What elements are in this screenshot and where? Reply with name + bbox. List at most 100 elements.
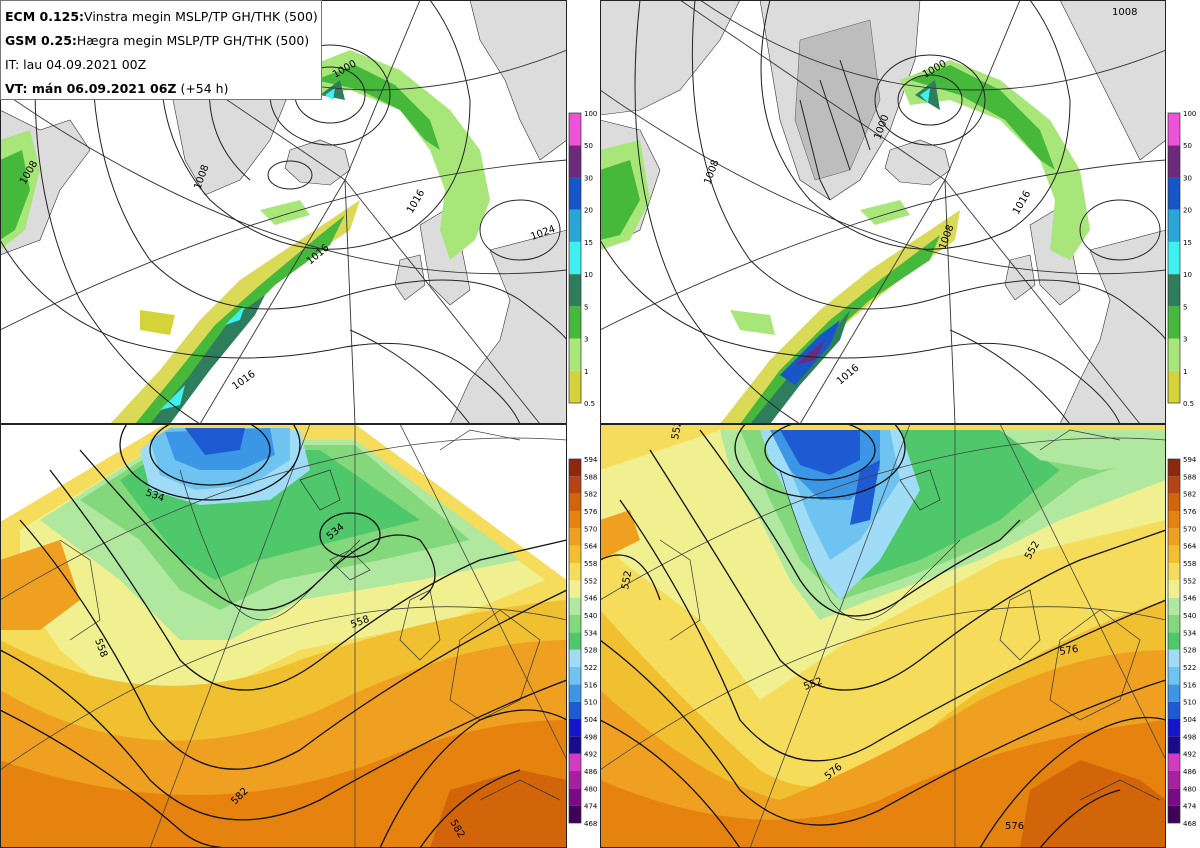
precip-colorbar-left: 0.5 1 3 5 10 15 20 30 50 100	[568, 110, 597, 408]
thickness-colorbar-swatch	[1168, 493, 1180, 511]
ecm-model-label: ECM 0.125:	[5, 9, 85, 24]
precip-colorbar-swatch	[569, 274, 581, 307]
thickness-colorbar-tick-label: 528	[1183, 647, 1196, 655]
thickness-colorbar-tick-label: 552	[1183, 577, 1196, 585]
precip-colorbar-swatch	[1168, 177, 1180, 210]
valid-time: VT: mán 06.09.2021 06Z	[5, 81, 177, 96]
thickness-colorbar-tick-label: 498	[584, 733, 597, 741]
thickness-colorbar-tick-label: 522	[584, 664, 597, 672]
thickness-colorbar-swatch	[569, 615, 581, 633]
precip-colorbar-tick-label: 30	[1183, 174, 1192, 182]
precip-colorbar-tick-label: 1	[584, 368, 588, 376]
thickness-colorbar-tick-label: 558	[1183, 560, 1196, 568]
thickness-colorbar-swatch	[569, 701, 581, 719]
thickness-colorbar-tick-label: 582	[1183, 491, 1196, 499]
thickness-colorbar-tick-label: 540	[584, 612, 597, 620]
info-line-gsm: GSM 0.25:Hægra megin MSLP/TP GH/THK (500…	[5, 29, 317, 53]
precip-colorbar-tick-label: 0.5	[584, 400, 595, 408]
precip-colorbar-tick-label: 1	[1183, 368, 1187, 376]
thickness-colorbar-swatch	[1168, 476, 1180, 494]
precip-colorbar-swatch	[1168, 145, 1180, 178]
precip-colorbar-tick-label: 5	[1183, 303, 1187, 311]
thickness-colorbar-swatch	[569, 597, 581, 615]
precip-colorbar-tick-label: 30	[584, 174, 593, 182]
thickness-colorbar-tick-label: 474	[1183, 803, 1197, 811]
ecm-description: Vinstra megin MSLP/TP GH/THK (500)	[84, 9, 318, 24]
precip-colorbar-swatch	[569, 209, 581, 242]
thickness-colorbar-tick-label: 516	[584, 681, 598, 689]
height-contours	[0, 424, 567, 848]
precip-colorbar-tick-label: 20	[1183, 207, 1192, 215]
thickness-colorbar-swatch	[569, 667, 581, 685]
thickness-colorbar-swatch	[569, 511, 581, 529]
init-time: IT: lau 04.09.2021 00Z	[5, 57, 147, 72]
thickness-colorbar-swatch	[1168, 580, 1180, 598]
panel-ecm-thickness: 534 534 558 558 582 582	[0, 424, 567, 848]
thickness-colorbar-swatch	[569, 771, 581, 789]
thickness-colorbar-frame	[1167, 458, 1181, 824]
thickness-colorbar-tick-label: 546	[1183, 595, 1197, 603]
thickness-colorbar-tick-label: 540	[1183, 612, 1196, 620]
thickness-colorbar-swatch	[569, 719, 581, 737]
precip-colorbar-swatch	[569, 338, 581, 371]
precip-colorbar-swatch	[569, 145, 581, 178]
thickness-colorbar-tick-label: 564	[584, 543, 598, 551]
thickness-colorbar-tick-label: 468	[584, 820, 597, 828]
thickness-colorbar-tick-label: 504	[584, 716, 598, 724]
thickness-colorbar-swatch	[1168, 684, 1180, 702]
precip-colorbar-swatch	[1168, 306, 1180, 339]
thickness-colorbar-swatch	[569, 580, 581, 598]
land-scandinavia	[1059, 0, 1166, 161]
thickness-colorbar-tick-label: 510	[584, 699, 597, 707]
thickness-colorbar-swatch	[1168, 771, 1180, 789]
precip-colorbar-swatch	[1168, 274, 1180, 307]
thickness-colorbar-tick-label: 492	[584, 751, 597, 759]
thickness-colorbar-swatch	[1168, 597, 1180, 615]
thickness-colorbar-swatch	[1168, 649, 1180, 667]
precip-colorbar-tick-label: 20	[584, 207, 593, 215]
contour-label: 576	[1005, 821, 1024, 832]
outside-domain	[0, 424, 165, 522]
thickness-colorbar-tick-label: 588	[584, 473, 597, 481]
thickness-colorbar-swatch	[569, 684, 581, 702]
thickness-colorbar-swatch	[569, 632, 581, 650]
thickness-colorbar-tick-label: 486	[584, 768, 598, 776]
land-europe	[449, 229, 567, 424]
thickness-colorbar-tick-label: 594	[1183, 456, 1197, 464]
info-line-init: IT: lau 04.09.2021 00Z	[5, 53, 317, 77]
thickness-colorbar-tick-label: 516	[1183, 681, 1197, 689]
thickness-colorbar-swatch	[569, 649, 581, 667]
precip-colorbar-tick-label: 15	[1183, 239, 1192, 247]
thickness-colorbar-swatch	[1168, 788, 1180, 806]
land-iceland	[284, 139, 351, 186]
precip-colorbar-tick-label: 100	[1183, 110, 1196, 118]
thickness-colorbar-tick-label: 504	[1183, 716, 1197, 724]
thickness-colorbar-tick-label: 582	[584, 491, 597, 499]
thickness-colorbar-swatch	[1168, 615, 1180, 633]
coastlines	[659, 429, 1161, 801]
precip-colorbar-tick-label: 15	[584, 239, 593, 247]
thickness-colorbar-tick-label: 480	[584, 785, 597, 793]
precip-colorbar-tick-label: 5	[584, 303, 588, 311]
precip-colorbar-swatch	[1168, 338, 1180, 371]
thickness-colorbar-tick-label: 576	[1183, 508, 1197, 516]
thickness-colorbar-tick-label: 498	[1183, 733, 1196, 741]
thickness-colorbar-swatch	[569, 493, 581, 511]
precip-colorbar-tick-label: 10	[1183, 271, 1192, 279]
precip-colorbar-tick-label: 50	[584, 142, 593, 150]
land-ireland	[1004, 254, 1036, 301]
precip-colorbar-swatch	[569, 177, 581, 210]
thickness-colorbar-tick-label: 480	[1183, 785, 1196, 793]
precip-colorbar-tick-label: 10	[584, 271, 593, 279]
thickness-colorbar-tick-label: 570	[584, 525, 597, 533]
thickness-colorbar-swatch	[569, 805, 581, 823]
precip-colorbar-right: 0.5 1 3 5 10 15 20 30 50 100	[1167, 110, 1196, 408]
height-contours	[600, 424, 1166, 848]
thickness-colorbar-swatch	[569, 528, 581, 546]
graticule	[600, 0, 1166, 424]
thickness-colorbar-swatch	[1168, 805, 1180, 823]
info-line-ecm: ECM 0.125:Vinstra megin MSLP/TP GH/THK (…	[5, 5, 318, 29]
land-europe	[1059, 229, 1166, 424]
thickness-colorbar-swatch	[569, 753, 581, 771]
panel-gsm-mslp: 1008 1008 1000 1000 1008 1016 1016	[600, 0, 1166, 424]
